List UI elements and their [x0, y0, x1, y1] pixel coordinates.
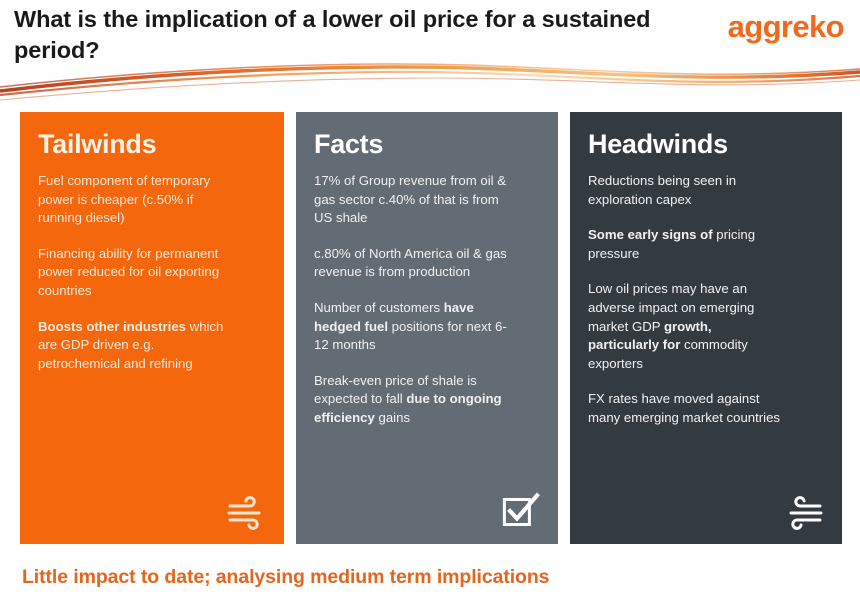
para-text-after: positions for next 6-12 months: [314, 318, 507, 353]
panel-paragraph: Reductions being seen in exploration cap…: [588, 172, 783, 209]
panel-paragraph: FX rates have moved against many emergin…: [588, 390, 783, 427]
panel-heading-facts: Facts: [314, 129, 384, 159]
wind-icon: [227, 496, 261, 530]
panel-heading-headwinds: Headwinds: [588, 129, 728, 159]
checkbox-checked-icon: [502, 492, 540, 526]
para-text-after: commodity exporters: [588, 337, 748, 371]
wind-icon-mirrored: [789, 496, 823, 530]
para-text: c.80% of North America oil & gas revenue…: [314, 245, 507, 280]
para-text-after: which are GDP driven e.g. petrochemical …: [38, 318, 224, 371]
panel-paragraph: Low oil prices may have an adverse impac…: [588, 280, 783, 373]
panel-paragraph: Boosts other industries which are GDP dr…: [38, 318, 238, 374]
panel-paragraph: 17% of Group revenue from oil & gas sect…: [314, 172, 512, 228]
panel-headwinds: Headwinds Reductions being seen in explo…: [570, 112, 842, 544]
para-bold: Boosts other industries: [38, 318, 187, 334]
para-text: Fuel component of temporary power is che…: [38, 173, 211, 226]
slide-header: What is the implication of a lower oil p…: [0, 0, 860, 101]
para-text: Number of customers: [314, 299, 444, 315]
para-bold: growth, particularly for: [588, 318, 712, 353]
page-title: What is the implication of a lower oil p…: [14, 6, 651, 63]
para-text: FX rates have moved against many emergin…: [588, 391, 781, 425]
panel-paragraph: Fuel component of temporary power is che…: [38, 172, 238, 228]
panel-paragraph: Some early signs of pricing pressure: [588, 226, 783, 263]
panel-paragraph: Financing ability for permanent power re…: [38, 245, 238, 301]
para-text: Reductions being seen in exploration cap…: [588, 173, 737, 207]
para-text: Break-even price of shale is expected to…: [314, 372, 477, 407]
para-bold: Some early signs of: [588, 227, 713, 243]
aggreko-logo: aggreko: [727, 9, 845, 44]
panel-paragraph: Number of customers have hedged fuel pos…: [314, 299, 512, 355]
panel-facts: Facts 17% of Group revenue from oil & ga…: [296, 112, 558, 544]
panel-paragraph: c.80% of North America oil & gas revenue…: [314, 245, 512, 282]
para-text-after: pricing pressure: [588, 227, 756, 261]
panel-tailwinds: Tailwinds Fuel component of temporary po…: [20, 112, 284, 544]
para-bold: have hedged fuel: [314, 299, 474, 334]
para-text: 17% of Group revenue from oil & gas sect…: [314, 173, 507, 226]
panel-row: Tailwinds Fuel component of temporary po…: [20, 112, 842, 544]
para-text-after: gains: [374, 409, 411, 425]
brand-swoosh-graphic: [0, 63, 860, 101]
footer-takeaway: Little impact to date; analysing medium …: [22, 566, 550, 588]
para-bold: due to ongoing efficiency: [314, 391, 502, 425]
panel-paragraph: Break-even price of shale is expected to…: [314, 372, 512, 428]
panel-heading-tailwinds: Tailwinds: [38, 129, 157, 159]
para-text: Low oil prices may have an adverse impac…: [588, 281, 755, 334]
para-text: Financing ability for permanent power re…: [38, 245, 220, 298]
